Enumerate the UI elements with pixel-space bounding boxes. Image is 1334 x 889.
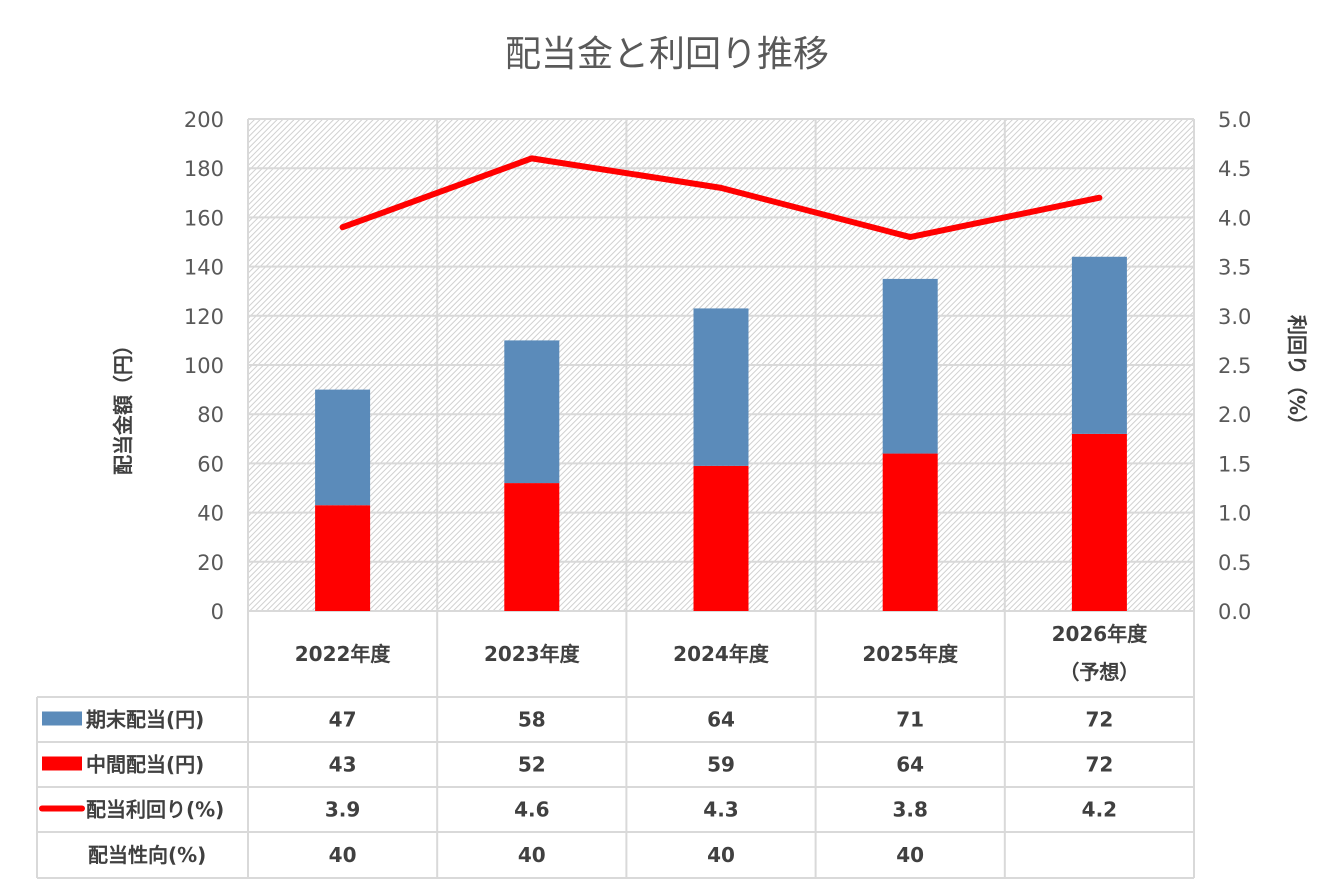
bar-interim-2023年度 [504, 483, 560, 611]
legend-label: 配当利回り(%) [86, 798, 224, 822]
y-tick-label: 40 [197, 502, 224, 526]
bar-yearend-2026年度 [1071, 256, 1127, 434]
table-cell: 40 [707, 843, 735, 867]
y2-tick-label: 3.5 [1218, 256, 1251, 280]
bar-interim-2024年度 [693, 465, 749, 611]
y-tick-label: 180 [184, 157, 224, 181]
table-cell: 72 [1085, 708, 1113, 732]
y2-tick-label: 3.0 [1218, 305, 1251, 329]
x-tick-label: 2022年度 [295, 642, 392, 666]
table-cell: 71 [896, 708, 924, 732]
x-tick-sublabel: （予想） [1059, 660, 1139, 684]
bar-yearend-2024年度 [693, 308, 749, 466]
y2-tick-label: 2.5 [1218, 354, 1251, 378]
bar-yearend-2025年度 [882, 278, 938, 454]
table-cell: 3.8 [892, 798, 927, 822]
y-tick-label: 0 [211, 600, 224, 624]
table-cell: 64 [707, 708, 735, 732]
table-cell: 4.2 [1082, 798, 1117, 822]
y2-tick-label: 4.5 [1218, 157, 1251, 181]
y-tick-label: 80 [197, 403, 224, 427]
table-cell: 3.9 [325, 798, 360, 822]
bar-yearend-2022年度 [315, 389, 371, 506]
table-cell: 40 [518, 843, 546, 867]
table-cell: 64 [896, 753, 924, 777]
table-cell: 4.6 [514, 798, 549, 822]
y-tick-label: 200 [184, 108, 224, 132]
bar-interim-2026年度 [1071, 433, 1127, 611]
y2-tick-label: 2.0 [1218, 403, 1251, 427]
legend-label: 配当性向(%) [88, 843, 206, 867]
bar-yearend-2023年度 [504, 340, 560, 484]
table-cell: 40 [329, 843, 357, 867]
y2-tick-label: 5.0 [1218, 108, 1251, 132]
y-tick-label: 160 [184, 206, 224, 230]
y-tick-label: 60 [197, 452, 224, 476]
table-cell: 58 [518, 708, 546, 732]
y-tick-label: 120 [184, 305, 224, 329]
legend-label: 期末配当(円) [86, 708, 204, 732]
y-tick-label: 20 [197, 551, 224, 575]
y-tick-label: 140 [184, 256, 224, 280]
table-cell: 47 [329, 708, 357, 732]
y2-tick-label: 0.5 [1218, 551, 1251, 575]
legend-key-0 [42, 711, 82, 726]
table-cell: 59 [707, 753, 735, 777]
table-cell: 40 [896, 843, 924, 867]
table-cell: 52 [518, 753, 546, 777]
y2-axis-label: 利回り（%） [1285, 315, 1309, 435]
bar-interim-2025年度 [882, 453, 938, 611]
y-tick-label: 100 [184, 354, 224, 378]
y-axis-label: 配当金額（円） [111, 335, 135, 475]
table-cell: 4.3 [703, 798, 738, 822]
y2-tick-label: 4.0 [1218, 206, 1251, 230]
table-cell: 43 [329, 753, 357, 777]
chart-title: 配当金と利回り推移 [505, 34, 829, 75]
y2-tick-label: 0.0 [1218, 600, 1251, 624]
x-tick-label: 2024年度 [673, 642, 770, 666]
y2-tick-label: 1.0 [1218, 502, 1251, 526]
x-tick-label: 2025年度 [862, 642, 959, 666]
bar-interim-2022年度 [315, 505, 371, 611]
legend-key-1 [42, 756, 82, 771]
x-tick-label: 2023年度 [484, 642, 581, 666]
table-cell: 72 [1085, 753, 1113, 777]
legend-label: 中間配当(円) [86, 753, 204, 777]
x-tick-label: 2026年度 [1052, 622, 1149, 646]
y2-tick-label: 1.5 [1218, 452, 1251, 476]
